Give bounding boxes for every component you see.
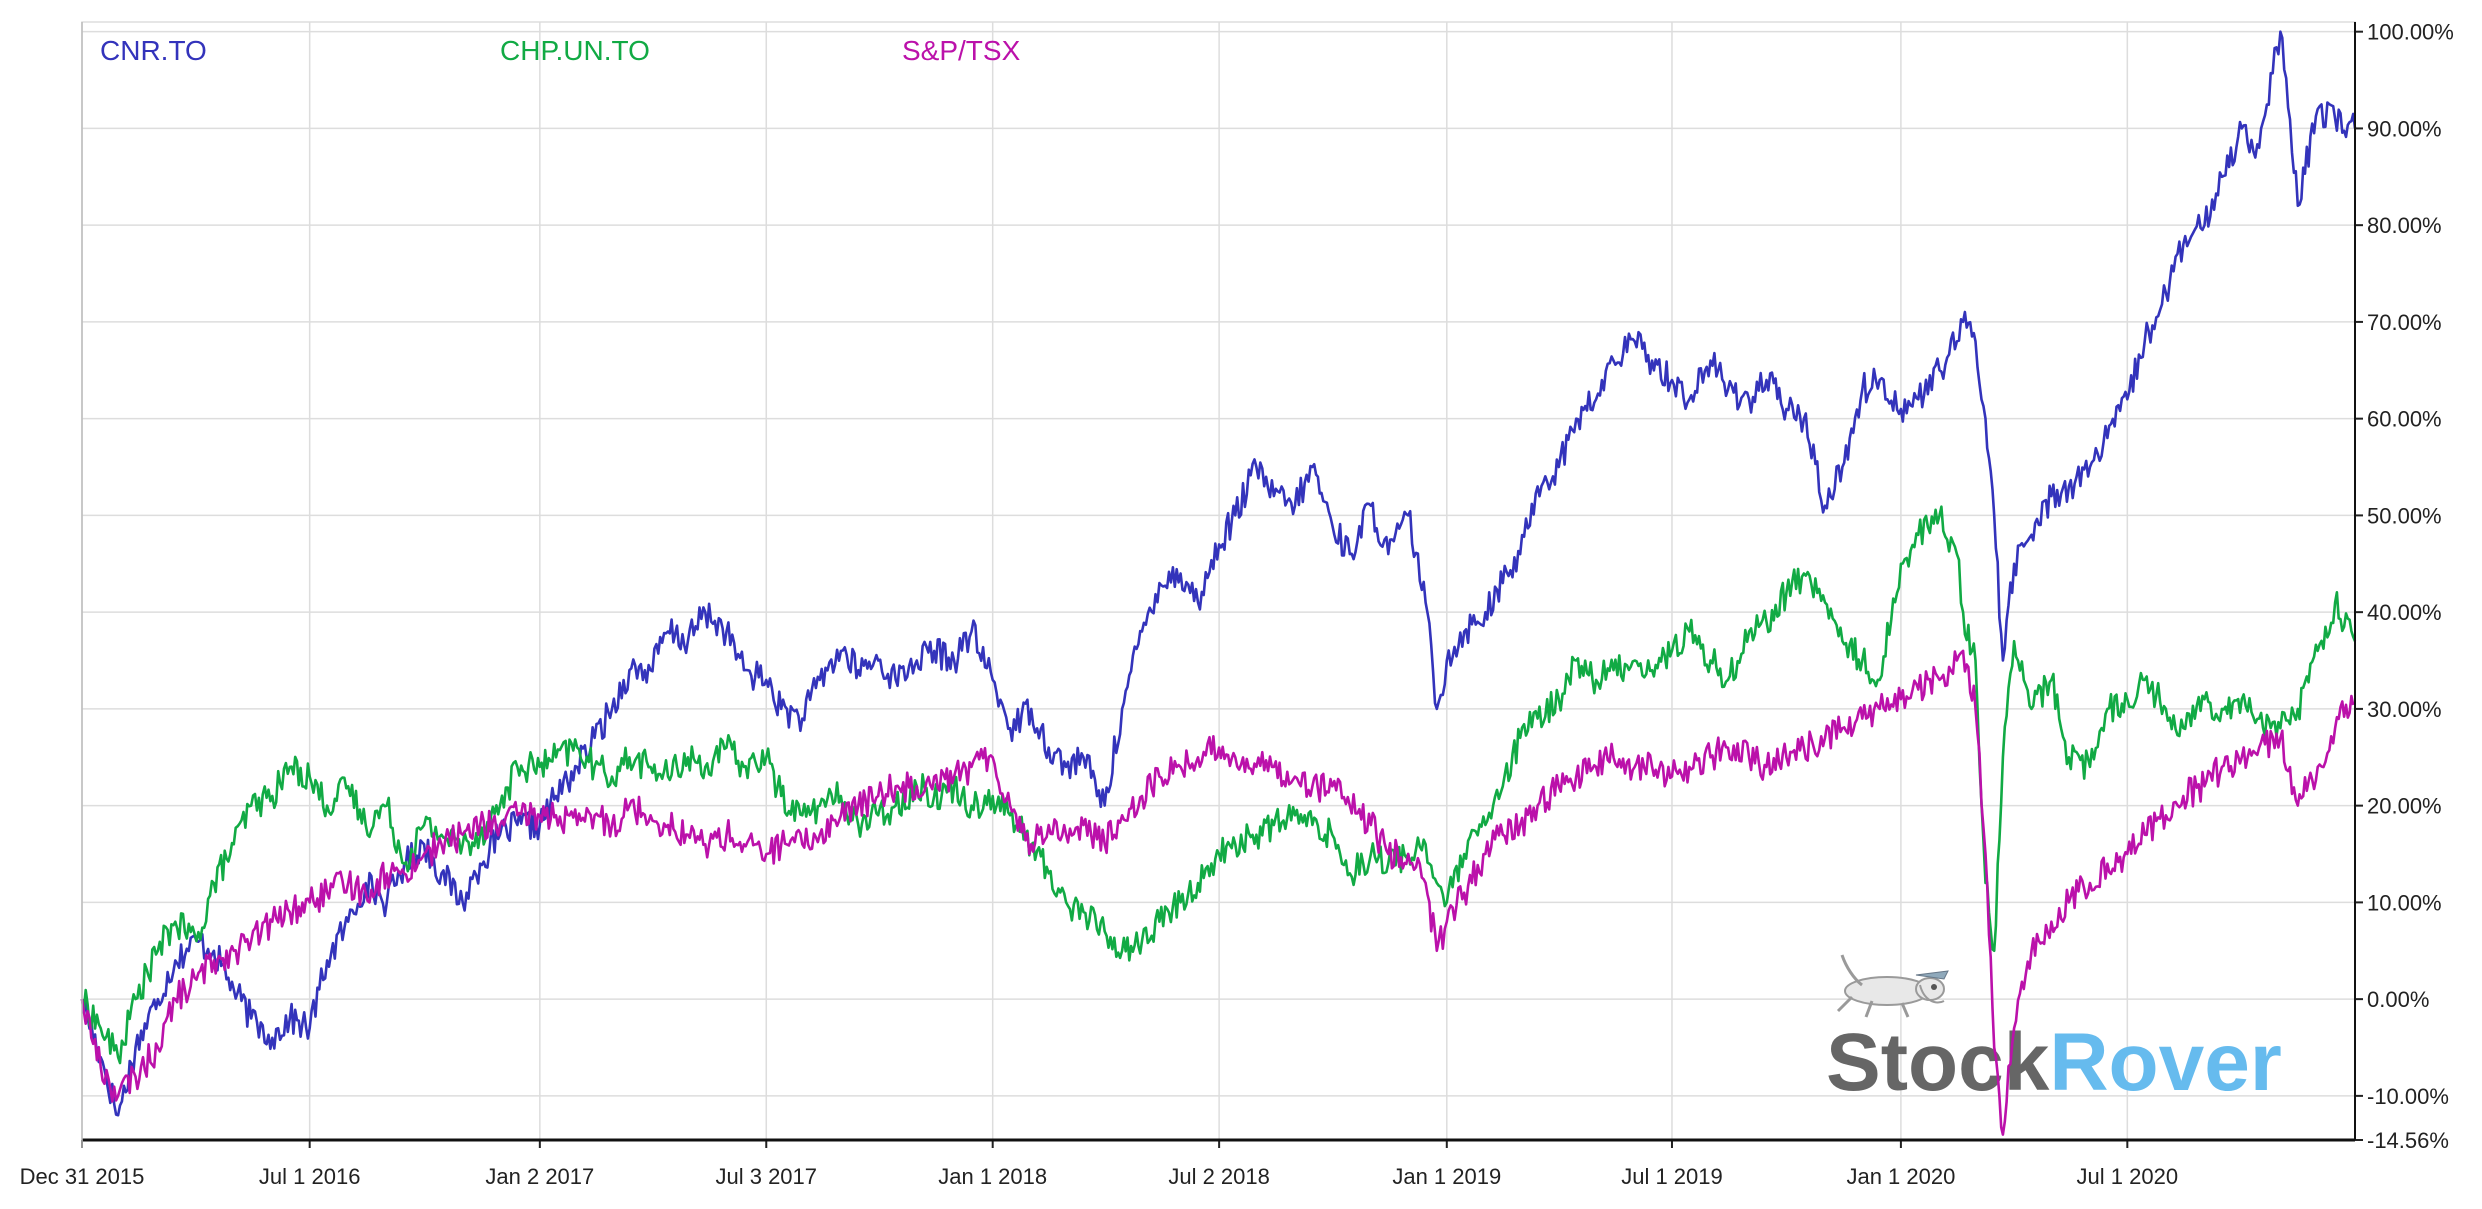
x-tick-label: Jul 3 2017	[715, 1164, 817, 1189]
series-line-3	[80, 649, 2355, 1136]
series-layer	[80, 30, 2357, 1136]
x-tick-label: Jan 2 2017	[485, 1164, 594, 1189]
y-tick-label: 30.00%	[2367, 697, 2442, 722]
watermark-stock-text: Stock	[1826, 1017, 2050, 1108]
x-tick-label: Dec 31 2015	[20, 1164, 145, 1189]
legend: CNR.TO CHP.UN.TO S&P/TSX	[100, 35, 1021, 66]
legend-item-3[interactable]: S&P/TSX	[902, 35, 1021, 66]
y-tick-label: 70.00%	[2367, 310, 2442, 335]
svg-text:StockRover: StockRover	[1826, 1017, 2282, 1108]
y-tick-label: 0.00%	[2367, 987, 2429, 1012]
y-tick-label: -14.56%	[2367, 1128, 2449, 1153]
y-tick-label: 60.00%	[2367, 407, 2442, 432]
y-tick-label: 90.00%	[2367, 116, 2442, 141]
watermark-rover-text: Rover	[2049, 1017, 2281, 1108]
series-line-1	[80, 30, 2357, 1117]
y-tick-label: 100.00%	[2367, 20, 2454, 45]
legend-item-2[interactable]: CHP.UN.TO	[500, 35, 650, 66]
x-tick-label: Jan 1 2019	[1392, 1164, 1501, 1189]
legend-item-1[interactable]: CNR.TO	[100, 35, 207, 66]
x-tick-label: Jul 1 2019	[1621, 1164, 1723, 1189]
x-tick-label: Jul 2 2018	[1168, 1164, 1270, 1189]
x-tick-label: Jul 1 2016	[259, 1164, 361, 1189]
axis-layer: 100.00% 90.00% 80.00% 70.00% 60.00% 50.00% 40.…	[20, 20, 2454, 1189]
y-tick-label: 80.00%	[2367, 213, 2442, 238]
grid-layer	[81, 21, 2356, 1141]
y-tick-label: 10.00%	[2367, 890, 2442, 915]
stockrover-watermark: StockRover	[1826, 954, 2282, 1108]
dog-logo-icon	[1836, 954, 1949, 1018]
y-tick-label: 50.00%	[2367, 503, 2442, 528]
x-tick-label: Jan 1 2018	[938, 1164, 1047, 1189]
x-tick-label: Jan 1 2020	[1846, 1164, 1955, 1189]
y-tick-label: -10.00%	[2367, 1084, 2449, 1109]
x-tick-label: Jul 1 2020	[2077, 1164, 2179, 1189]
y-tick-label: 40.00%	[2367, 600, 2442, 625]
y-tick-label: 20.00%	[2367, 794, 2442, 819]
